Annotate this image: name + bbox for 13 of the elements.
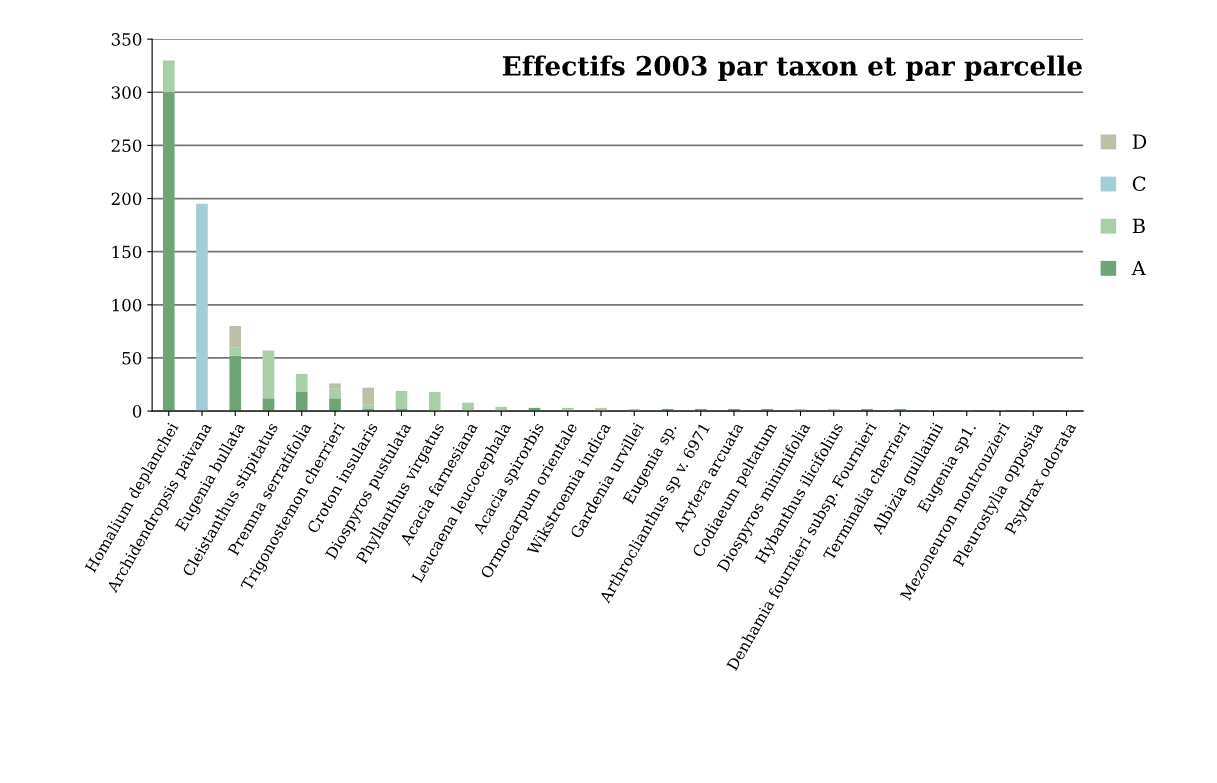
legend-label: A xyxy=(1131,260,1146,276)
legend-label: C xyxy=(1132,176,1146,192)
y-tick-label: 100 xyxy=(112,298,142,312)
y-tick-label: 250 xyxy=(111,139,142,152)
y-tick-label: 50 xyxy=(122,351,142,365)
y-tick-label: 350 xyxy=(111,33,142,46)
y-tick-label: 150 xyxy=(112,245,142,259)
legend-label: B xyxy=(1132,218,1145,233)
text: Effectifs 2003 par taxon et par parcelle xyxy=(502,55,1082,81)
legend-label: D xyxy=(1132,134,1147,149)
y-tick-label: 200 xyxy=(111,192,142,206)
y-tick-label: 300 xyxy=(111,86,142,99)
y-tick-label: 0 xyxy=(132,405,142,418)
